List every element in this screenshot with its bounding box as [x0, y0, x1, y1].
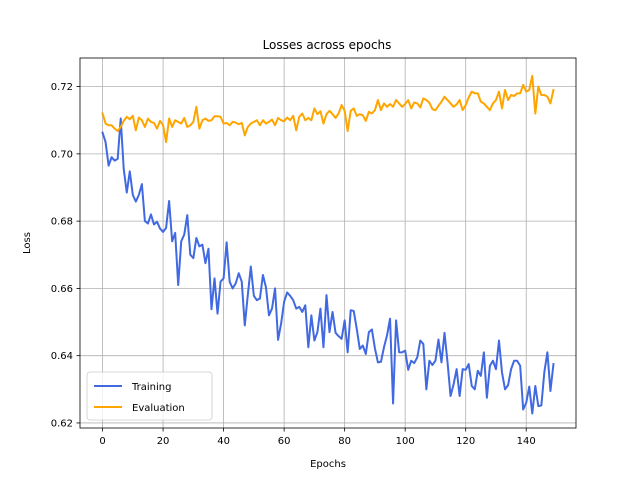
x-tick-label: 40 [217, 436, 230, 447]
x-axis-label: Epochs [310, 459, 346, 470]
y-tick-label: 0.62 [51, 418, 73, 429]
x-tick-label: 120 [456, 436, 475, 447]
y-axis-label: Loss [22, 232, 33, 254]
legend: Training Evaluation [86, 371, 213, 421]
x-tick-label: 80 [338, 436, 351, 447]
grid [80, 58, 576, 428]
y-tick-label: 0.68 [51, 217, 73, 228]
series-line-training [101, 117, 555, 415]
series-line-evaluation [101, 74, 555, 144]
x-tick-label: 60 [278, 436, 291, 447]
legend-label-training: Training [131, 382, 171, 393]
y-tick-label: 0.70 [51, 149, 73, 160]
axis-ticks: 0 20 40 60 80 100 120 140 0.62 0.64 0.66 0.68 0.70 0.… [51, 82, 536, 447]
y-tick-label: 0.64 [51, 351, 73, 362]
x-tick-label: 100 [396, 436, 415, 447]
x-tick-label: 20 [157, 436, 170, 447]
x-tick-label: 0 [99, 436, 105, 447]
chart-title: Losses across epochs [263, 38, 392, 52]
legend-label-evaluation: Evaluation [132, 403, 185, 414]
x-tick-label: 140 [517, 436, 536, 447]
y-tick-label: 0.66 [51, 284, 73, 295]
y-tick-label: 0.72 [51, 82, 73, 93]
series-lines [101, 74, 555, 415]
plot-frame [79, 57, 577, 429]
